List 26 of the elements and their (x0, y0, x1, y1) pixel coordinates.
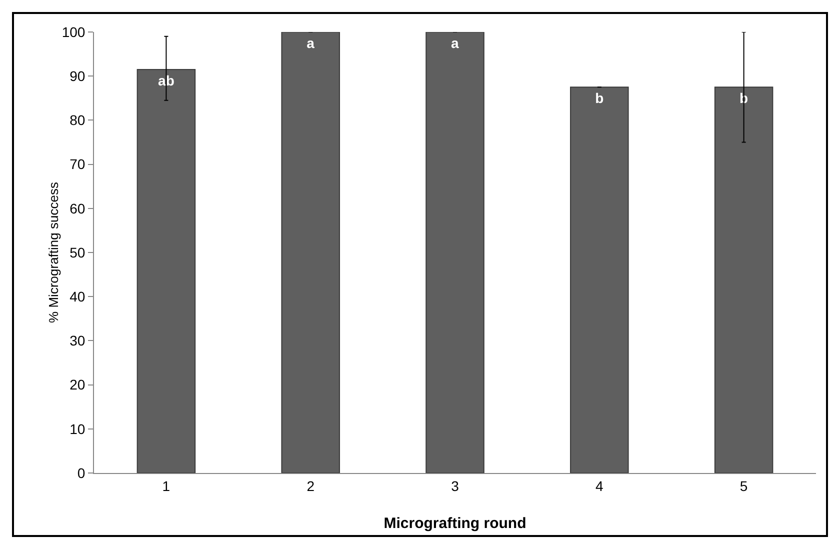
y-tick-label: 90 (70, 68, 86, 84)
x-tick-label: 3 (451, 478, 460, 494)
y-tick-label: 100 (62, 24, 86, 40)
data-label: a (451, 35, 459, 51)
data-label: a (306, 35, 315, 51)
x-tick-label: 5 (740, 478, 748, 494)
bar (570, 86, 629, 473)
y-tick-label: 60 (70, 200, 86, 216)
x-tick-label: 1 (162, 478, 170, 494)
y-tick-label: 50 (70, 244, 86, 260)
y-axis-title: % Micrografting success (46, 182, 61, 323)
bar (426, 32, 484, 473)
y-tick-label: 0 (77, 464, 86, 481)
bar (281, 32, 340, 473)
x-axis-title: Micrografting round (384, 515, 526, 532)
bar (136, 68, 196, 473)
data-label: b (595, 90, 604, 106)
y-tick-label: 80 (70, 112, 86, 128)
y-tick-label: 20 (70, 376, 86, 393)
y-tick-label: 70 (70, 156, 86, 172)
bar (714, 86, 774, 473)
y-tick-label: 10 (70, 420, 86, 437)
x-tick-label: 4 (596, 478, 604, 494)
y-tick-label: 40 (70, 288, 86, 304)
y-tick-label: 30 (70, 332, 86, 349)
x-tick-label: 2 (306, 478, 315, 494)
